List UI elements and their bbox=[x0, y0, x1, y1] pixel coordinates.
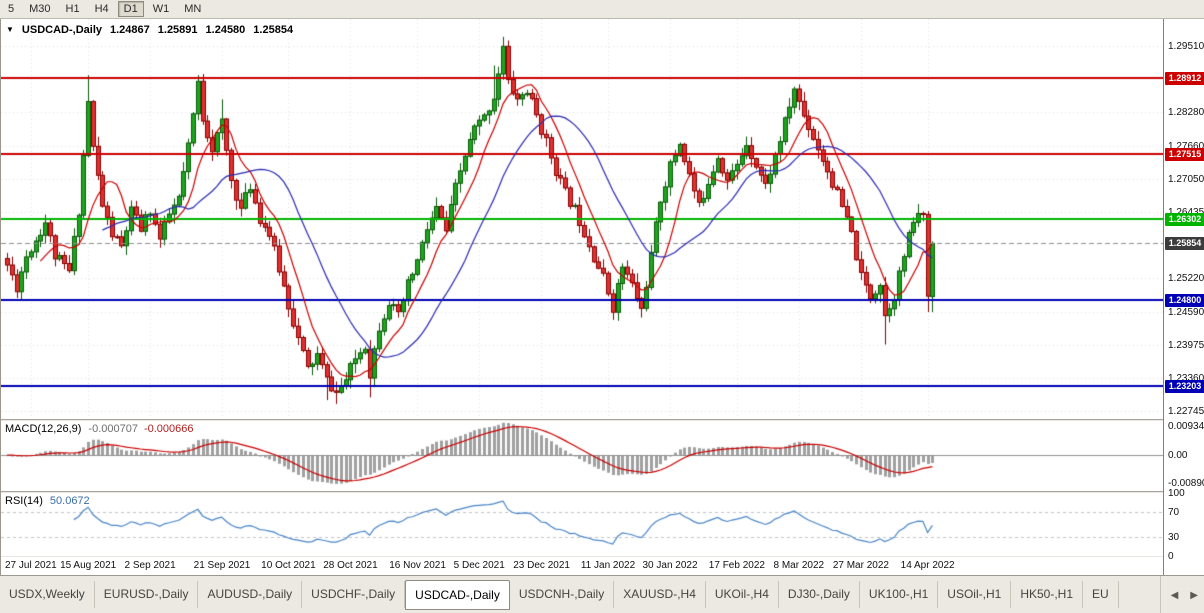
chart-tab-uk100-h1[interactable]: UK100-,H1 bbox=[860, 581, 939, 608]
macd-label: MACD(12,26,9) -0.000707 -0.000666 bbox=[5, 423, 194, 435]
panel-divider-macd[interactable] bbox=[1, 419, 1163, 421]
level-price-badge: 1.24800 bbox=[1165, 294, 1204, 308]
chart-tab-eurusd-daily[interactable]: EURUSD-,Daily bbox=[95, 581, 199, 608]
price-tick-label: 1.29510 bbox=[1168, 40, 1204, 52]
timeframe-5[interactable]: 5 bbox=[8, 3, 15, 15]
timeframe-w1[interactable]: W1 bbox=[152, 3, 170, 15]
date-label: 14 Apr 2022 bbox=[900, 560, 955, 571]
macd-axis-label: 0.00 bbox=[1168, 450, 1188, 462]
date-label: 27 Jul 2021 bbox=[4, 560, 57, 571]
ohlc-close: 1.25854 bbox=[253, 24, 294, 36]
time-axis-divider bbox=[1, 556, 1163, 557]
price-tick-label: 1.25220 bbox=[1168, 272, 1204, 284]
timeframe-toolbar: 5 M30 H1 H4 D1 W1 MN bbox=[0, 0, 1204, 19]
ohlc-low: 1.24580 bbox=[205, 24, 246, 36]
chart-tab-usdchf-daily[interactable]: USDCHF-,Daily bbox=[302, 581, 406, 608]
scroll-left-icon[interactable]: ◀ bbox=[1170, 589, 1179, 601]
chart-tab-dj30-daily[interactable]: DJ30-,Daily bbox=[779, 581, 860, 608]
timeframe-h1[interactable]: H1 bbox=[65, 3, 80, 15]
chart-tab-bar: USDX,Weekly EURUSD-,Daily AUDUSD-,Daily USD… bbox=[0, 575, 1204, 613]
rsi-indicator-name: RSI(14) bbox=[5, 495, 43, 507]
macd-panel-canvas[interactable] bbox=[1, 421, 1163, 491]
date-label: 2 Sep 2021 bbox=[124, 560, 176, 571]
chart-tab-usdcnh-daily[interactable]: USDCNH-,Daily bbox=[510, 581, 615, 608]
price-tick-label: 1.22745 bbox=[1168, 406, 1204, 418]
timeframe-d1[interactable]: D1 bbox=[117, 1, 144, 17]
time-axis[interactable]: 27 Jul 2021 15 Aug 2021 2 Sep 2021 21 Sep 2… bbox=[1, 557, 1163, 575]
scroll-right-icon[interactable]: ▶ bbox=[1190, 589, 1198, 601]
price-tick-label: 1.27660 bbox=[1168, 140, 1204, 152]
date-label: 8 Mar 2022 bbox=[773, 560, 825, 571]
date-label: 5 Dec 2021 bbox=[453, 560, 505, 571]
chart-tab-eu[interactable]: EU bbox=[1083, 581, 1119, 608]
chart-window: ▼ USDCAD-,Daily 1.24867 1.25891 1.24580 … bbox=[0, 19, 1204, 575]
rsi-axis-label: 0 bbox=[1168, 551, 1174, 562]
chart-tab-ukoil-h4[interactable]: UKOil-,H4 bbox=[706, 581, 779, 608]
level-price-badge: 1.28912 bbox=[1165, 72, 1204, 86]
ohlc-high: 1.25891 bbox=[157, 24, 198, 36]
panel-divider-rsi[interactable] bbox=[1, 491, 1163, 493]
date-label: 10 Oct 2021 bbox=[261, 560, 316, 571]
date-label: 11 Jan 2022 bbox=[580, 560, 636, 571]
chart-tab-usdx-weekly[interactable]: USDX,Weekly bbox=[0, 581, 95, 608]
rsi-axis-label: 70 bbox=[1168, 506, 1180, 518]
level-price-badge: 1.26302 bbox=[1165, 213, 1204, 227]
level-price-badge: 1.23203 bbox=[1165, 380, 1204, 394]
date-label: 30 Jan 2022 bbox=[642, 560, 698, 571]
price-tick-label: 1.23360 bbox=[1168, 372, 1204, 384]
date-label: 21 Sep 2021 bbox=[193, 560, 251, 571]
chart-header: ▼ USDCAD-,Daily 1.24867 1.25891 1.24580 … bbox=[6, 24, 293, 36]
chart-tab-usdcad-daily[interactable]: USDCAD-,Daily bbox=[405, 579, 510, 610]
level-price-badge: 1.27515 bbox=[1165, 147, 1204, 161]
price-tick-label: 1.28280 bbox=[1168, 107, 1204, 119]
triangle-down-icon[interactable]: ▼ bbox=[6, 25, 14, 34]
rsi-panel-canvas[interactable] bbox=[1, 493, 1163, 556]
price-tick-label: 1.26435 bbox=[1168, 207, 1204, 219]
timeframe-h4[interactable]: H4 bbox=[94, 3, 109, 15]
current-price-badge: 1.25854 bbox=[1165, 237, 1204, 251]
price-tick-label: 1.27050 bbox=[1168, 173, 1204, 185]
price-tick-label: 1.24590 bbox=[1168, 306, 1204, 318]
chart-tab-xauusd-h4[interactable]: XAUUSD-,H4 bbox=[614, 581, 706, 608]
date-label: 16 Nov 2021 bbox=[389, 560, 446, 571]
rsi-axis-label: 30 bbox=[1168, 532, 1180, 544]
rsi-axis-label: 100 bbox=[1168, 488, 1185, 499]
price-axis[interactable]: 1.29510 1.28280 1.27660 1.27050 1.26435 1.252… bbox=[1163, 19, 1204, 575]
tab-scroll-arrows: ◀ ▶ bbox=[1159, 576, 1202, 613]
date-label: 28 Oct 2021 bbox=[323, 560, 378, 571]
rsi-label: RSI(14) 50.0672 bbox=[5, 495, 90, 507]
macd-axis-label: 0.00934 bbox=[1168, 421, 1204, 433]
timeframe-m30[interactable]: M30 bbox=[29, 3, 51, 15]
macd-indicator-name: MACD(12,26,9) bbox=[5, 423, 82, 435]
price-chart-canvas[interactable] bbox=[1, 19, 1163, 419]
date-label: 23 Dec 2021 bbox=[513, 560, 570, 571]
macd-signal-value: -0.000666 bbox=[143, 423, 194, 435]
date-label: 27 Mar 2022 bbox=[832, 560, 889, 571]
date-label: 17 Feb 2022 bbox=[708, 560, 765, 571]
chart-tab-usoil-h1[interactable]: USOil-,H1 bbox=[938, 581, 1012, 608]
chart-symbol-label: USDCAD-,Daily bbox=[21, 24, 102, 36]
ohlc-open: 1.24867 bbox=[110, 24, 150, 36]
macd-axis-label: -0.00890 bbox=[1168, 477, 1204, 489]
chart-tab-hk50-h1[interactable]: HK50-,H1 bbox=[1011, 581, 1083, 608]
rsi-value: 50.0672 bbox=[49, 495, 90, 507]
macd-main-value: -0.000707 bbox=[88, 423, 138, 435]
date-label: 15 Aug 2021 bbox=[60, 560, 117, 571]
price-tick-label: 1.23975 bbox=[1168, 339, 1204, 351]
timeframe-mn[interactable]: MN bbox=[184, 3, 202, 15]
chart-tab-audusd-daily[interactable]: AUDUSD-,Daily bbox=[198, 581, 303, 608]
